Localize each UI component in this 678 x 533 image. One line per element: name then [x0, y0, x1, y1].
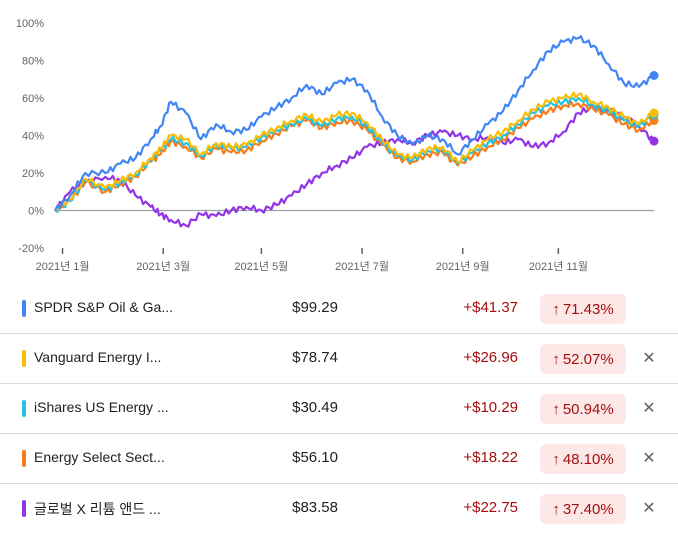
security-name[interactable]: 글로벌 X 리튬 앤드 ... — [34, 501, 161, 517]
series-end-point — [649, 108, 659, 118]
price-change: +$18.22 — [463, 449, 518, 466]
x-tick-label: 2021년 5월 — [234, 260, 288, 273]
percent-change-value: 48.10% — [562, 450, 614, 468]
security-name[interactable]: Vanguard Energy I... — [34, 349, 162, 365]
series-end-dots — [649, 71, 659, 146]
series-color-swatch — [22, 500, 26, 517]
security-name[interactable]: iShares US Energy ... — [34, 399, 169, 415]
x-axis-ticks: 2021년 1월 2021년 3월 2021년 5월 2021년 7월 2021년 9월… — [36, 248, 588, 273]
security-name[interactable]: SPDR S&P Oil & Ga... — [34, 299, 174, 315]
x-tick-label: 2021년 7월 — [335, 260, 389, 273]
price-change: +$10.29 — [463, 399, 518, 416]
series-lines — [54, 35, 655, 228]
y-axis-ticks: 100% 80% 60% 40% 20% 0% -20% — [16, 18, 44, 255]
percent-change-badge: ↑ 50.94% — [540, 394, 626, 424]
series-color-swatch — [22, 350, 26, 367]
list-item[interactable]: SPDR S&P Oil & Ga... $99.29 +$41.37 ↑ 71.… — [0, 284, 678, 334]
y-tick-label: 20% — [22, 168, 44, 180]
series-color-swatch — [22, 450, 26, 467]
percent-change-badge: ↑ 37.40% — [540, 494, 626, 524]
security-price: $56.10 — [292, 449, 338, 466]
list-item[interactable]: 글로벌 X 리튬 앤드 ... $83.58 +$22.75 ↑ 37.40% ✕ — [0, 484, 678, 533]
arrow-up-icon: ↑ — [552, 350, 560, 368]
price-change: +$26.96 — [463, 349, 518, 366]
y-tick-label: -20% — [18, 243, 44, 255]
percent-change-badge: ↑ 71.43% — [540, 294, 626, 324]
security-name[interactable]: Energy Select Sect... — [34, 449, 165, 465]
percent-change-value: 71.43% — [562, 300, 614, 318]
price-change: +$22.75 — [463, 499, 518, 516]
series-line — [54, 91, 655, 212]
close-icon[interactable] — [638, 297, 660, 319]
close-icon[interactable]: ✕ — [642, 400, 656, 417]
x-tick-label: 2021년 9월 — [436, 260, 490, 273]
arrow-up-icon: ↑ — [552, 500, 560, 518]
list-item[interactable]: Energy Select Sect... $56.10 +$18.22 ↑ 48… — [0, 434, 678, 484]
x-tick-label: 2021년 1월 — [36, 260, 90, 273]
list-item[interactable]: iShares US Energy ... $30.49 +$10.29 ↑ 50… — [0, 384, 678, 434]
comparison-chart: 100%80%60%40%20%0%-20% 2021년 1월 2021년 3월 2… — [16, 18, 659, 273]
percent-change-value: 50.94% — [562, 400, 614, 418]
percent-change-value: 52.07% — [562, 350, 614, 368]
arrow-up-icon: ↑ — [552, 450, 560, 468]
security-price: $99.29 — [292, 299, 338, 316]
close-icon[interactable]: ✕ — [642, 450, 656, 467]
percent-change-badge: ↑ 48.10% — [540, 444, 626, 474]
y-tick-label: 80% — [22, 56, 44, 68]
comparison-list: SPDR S&P Oil & Ga... $99.29 +$41.37 ↑ 71.… — [0, 284, 678, 533]
y-tick-label: 100% — [16, 18, 44, 30]
security-price: $30.49 — [292, 399, 338, 416]
close-icon[interactable]: ✕ — [642, 500, 656, 517]
series-line — [54, 35, 655, 212]
arrow-up-icon: ↑ — [552, 400, 560, 418]
percent-change-value: 37.40% — [562, 500, 614, 518]
security-price: $83.58 — [292, 499, 338, 516]
security-price: $78.74 — [292, 349, 338, 366]
list-item[interactable]: Vanguard Energy I... $78.74 +$26.96 ↑ 52.… — [0, 334, 678, 384]
price-change: +$41.37 — [463, 299, 518, 316]
arrow-up-icon: ↑ — [552, 300, 560, 318]
x-tick-label: 2021년 3월 — [136, 260, 190, 273]
close-icon[interactable]: ✕ — [642, 350, 656, 367]
y-tick-label: 40% — [22, 131, 44, 143]
y-tick-label: 60% — [22, 93, 44, 105]
series-color-swatch — [22, 400, 26, 417]
x-tick-label: 2021년 11월 — [529, 260, 588, 273]
series-end-point — [649, 136, 659, 146]
series-color-swatch — [22, 300, 26, 317]
y-tick-label: 0% — [28, 206, 44, 218]
percent-change-badge: ↑ 52.07% — [540, 344, 626, 374]
series-end-point — [649, 71, 659, 80]
series-line — [54, 104, 655, 228]
